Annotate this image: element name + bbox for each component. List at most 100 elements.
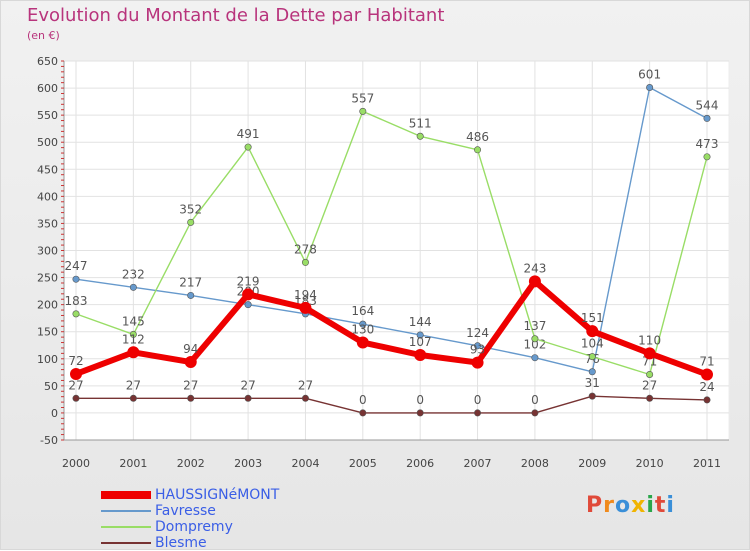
data-point — [703, 396, 711, 404]
y-tick-label: 550 — [37, 109, 58, 122]
data-label: 247 — [65, 259, 88, 273]
y-tick-label: 300 — [37, 245, 58, 258]
y-tick-label: 50 — [44, 380, 58, 393]
data-label: 194 — [294, 288, 317, 302]
y-tick-label: 500 — [37, 136, 58, 149]
data-point — [359, 409, 367, 417]
data-point — [242, 288, 255, 301]
data-point — [72, 394, 80, 402]
data-point — [359, 107, 367, 115]
y-tick-label: 200 — [37, 299, 58, 312]
y-tick-label: 100 — [37, 353, 58, 366]
data-point — [187, 291, 195, 299]
data-label: 94 — [183, 342, 198, 356]
data-point — [528, 275, 541, 288]
data-label: 24 — [699, 380, 714, 394]
data-point — [416, 409, 424, 417]
data-label: 352 — [179, 202, 202, 216]
data-label: 124 — [466, 326, 489, 340]
data-label: 107 — [409, 335, 432, 349]
data-label: 27 — [298, 378, 313, 392]
data-point — [531, 354, 539, 362]
x-tick-label: 2000 — [62, 457, 90, 470]
data-label: 0 — [531, 393, 539, 407]
legend-label: HAUSSIGNéMONT — [155, 487, 280, 503]
data-point — [588, 368, 596, 376]
legend-label: Blesme — [155, 535, 207, 551]
chart-title: Evolution du Montant de la Dette par Hab… — [27, 5, 445, 26]
y-tick-label: 450 — [37, 163, 58, 176]
data-point — [474, 409, 482, 417]
data-label: 164 — [351, 304, 374, 318]
legend-swatch — [101, 526, 151, 528]
x-tick-label: 2002 — [177, 457, 205, 470]
data-point — [586, 325, 599, 338]
data-label: 151 — [581, 311, 604, 325]
data-label: 27 — [642, 378, 657, 392]
data-point — [187, 218, 195, 226]
data-label: 473 — [696, 137, 719, 151]
y-tick-label: 250 — [37, 272, 58, 285]
data-label: 130 — [351, 323, 374, 337]
data-point — [646, 370, 654, 378]
data-point — [701, 368, 713, 381]
data-label: 0 — [416, 393, 424, 407]
data-point — [72, 275, 80, 283]
data-label: 27 — [183, 378, 198, 392]
legend-label: Dompremy — [155, 519, 233, 535]
data-point — [531, 335, 539, 343]
data-label: 511 — [409, 116, 432, 130]
data-label: 243 — [523, 261, 546, 275]
data-point — [244, 301, 252, 309]
data-point — [474, 342, 482, 350]
data-label: 112 — [122, 332, 145, 346]
data-point — [474, 146, 482, 154]
y-tick-label: 650 — [37, 55, 58, 68]
x-tick-label: 2009 — [578, 457, 606, 470]
x-tick-label: 2006 — [406, 457, 434, 470]
data-point — [531, 409, 539, 417]
data-point — [244, 394, 252, 402]
data-point — [643, 347, 656, 360]
y-tick-label: -50 — [40, 434, 58, 447]
data-label: 144 — [409, 315, 432, 329]
data-label: 557 — [351, 91, 374, 105]
data-point — [414, 348, 427, 361]
data-point — [299, 301, 312, 314]
data-label: 27 — [68, 378, 83, 392]
y-tick-label: 0 — [51, 407, 58, 420]
data-point — [72, 310, 80, 318]
data-label: 31 — [585, 376, 600, 390]
data-point — [703, 153, 711, 161]
data-point — [244, 143, 252, 151]
data-point — [356, 336, 369, 349]
series-line-favresse — [75, 86, 708, 373]
x-tick-label: 2008 — [521, 457, 549, 470]
data-label: 137 — [523, 319, 546, 333]
data-label: 0 — [474, 393, 482, 407]
data-label: 491 — [237, 127, 260, 141]
data-label: 93 — [470, 343, 485, 357]
y-tick-label: 600 — [37, 82, 58, 95]
data-label: 183 — [65, 294, 88, 308]
data-point — [70, 367, 82, 380]
data-label: 486 — [466, 130, 489, 144]
data-label: 145 — [122, 314, 145, 328]
data-point — [129, 394, 137, 402]
data-label: 27 — [126, 378, 141, 392]
data-label: 0 — [359, 393, 367, 407]
series-line-haussignémont — [73, 278, 710, 378]
data-label: 72 — [68, 354, 83, 368]
x-tick-label: 2010 — [636, 457, 664, 470]
legend-swatch — [101, 491, 151, 499]
data-point — [588, 353, 596, 361]
y-tick-label: 150 — [37, 326, 58, 339]
data-point — [416, 331, 424, 339]
data-label: 232 — [122, 267, 145, 281]
x-tick-label: 2001 — [119, 457, 147, 470]
data-label: 219 — [237, 274, 260, 288]
x-tick-label: 2005 — [349, 457, 377, 470]
legend-label: Favresse — [155, 503, 216, 519]
x-tick-label: 2004 — [291, 457, 319, 470]
